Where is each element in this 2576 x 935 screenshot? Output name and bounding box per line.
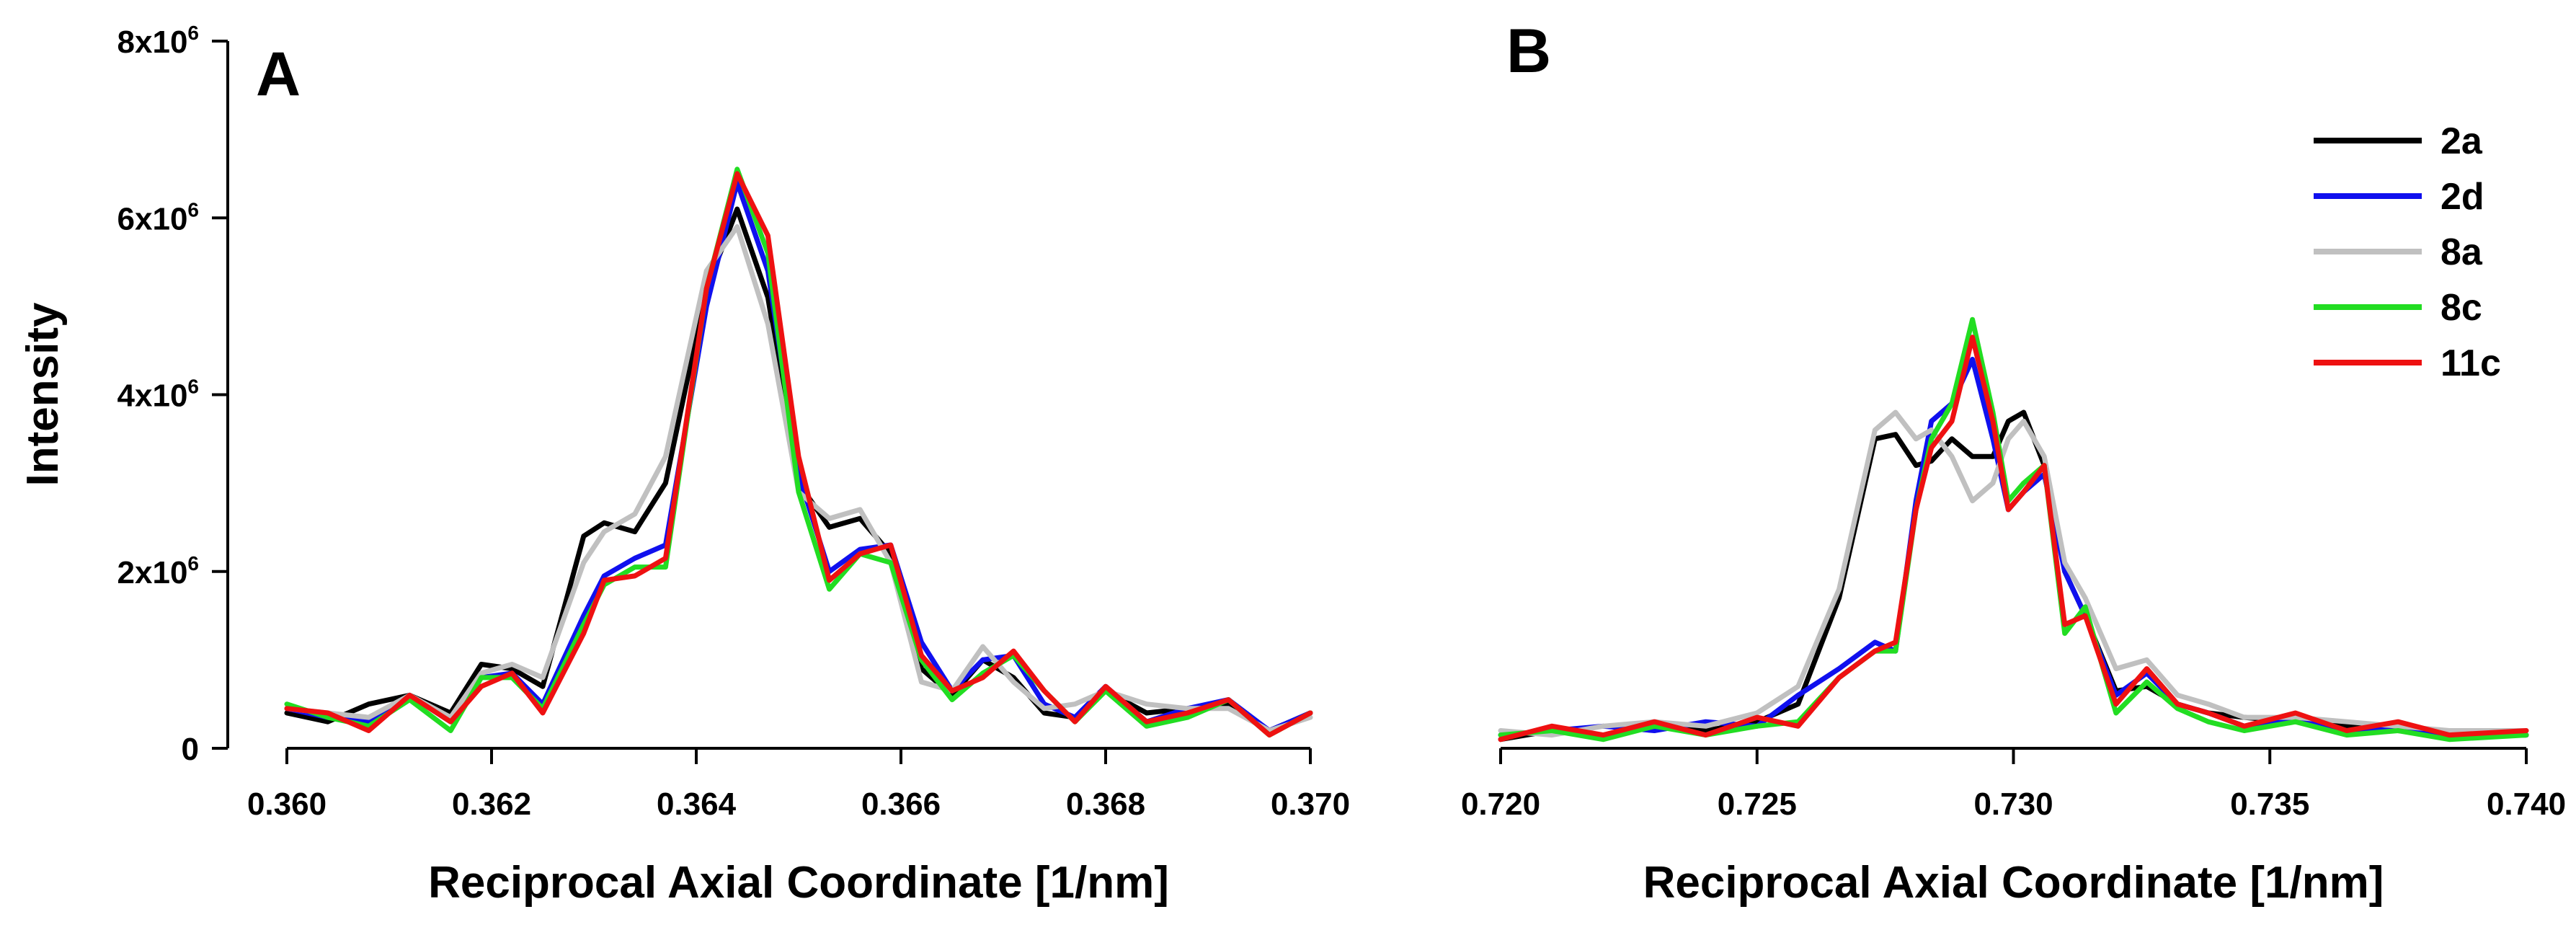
legend-label-11c: 11c [2440,342,2501,384]
series-line-2a [1498,409,2529,743]
legend-label-2a: 2a [2440,120,2483,162]
y-tick-label: 8x106 [117,22,199,60]
series-line-11c [284,171,1313,738]
y-axis-title: Intensity [18,302,68,486]
y-tick-label: 2x106 [117,552,199,590]
x-tick-label: 0.368 [1066,786,1145,822]
series-line-8c [284,167,1313,738]
panel-b: 0.720 0.725 0.730 0.735 0.740 B Reciprocal Axi… [1461,17,2566,908]
y-tick-label: 0 [182,732,199,767]
y-tick-label: 4x106 [117,376,199,414]
series-line-8a [1498,409,2529,738]
x-tick-label: 0.735 [2230,786,2309,822]
panel-label: A [256,40,301,109]
panel-label: B [1506,17,1551,86]
legend: 2a 2d 8a 8c 11c [2314,120,2501,384]
x-tick-label: 0.364 [657,786,737,822]
x-tick-label: 0.740 [2487,786,2566,822]
x-tick-label: 0.720 [1461,786,1540,822]
legend-label-8c: 8c [2440,287,2482,329]
legend-label-2d: 2d [2440,176,2484,218]
x-tick-label: 0.366 [861,786,941,822]
x-tick-label: 0.360 [247,786,327,822]
x-axis-title: Reciprocal Axial Coordinate [1/nm] [1643,858,2384,908]
x-tick-label: 0.362 [452,786,531,822]
x-tick-label: 0.370 [1271,786,1350,822]
x-tick-label: 0.730 [1973,786,2053,822]
y-tick-label: 6x106 [117,198,199,236]
legend-label-8a: 8a [2440,231,2483,273]
series-line-11c [1498,334,2529,743]
x-axis-title: Reciprocal Axial Coordinate [1/nm] [428,858,1169,908]
x-tick-label: 0.725 [1718,786,1797,822]
panel-a: 0.360 0.362 0.364 0.366 0.368 0.370 0 2x106 4x10… [18,22,1350,908]
series-line-8c [1498,316,2529,743]
